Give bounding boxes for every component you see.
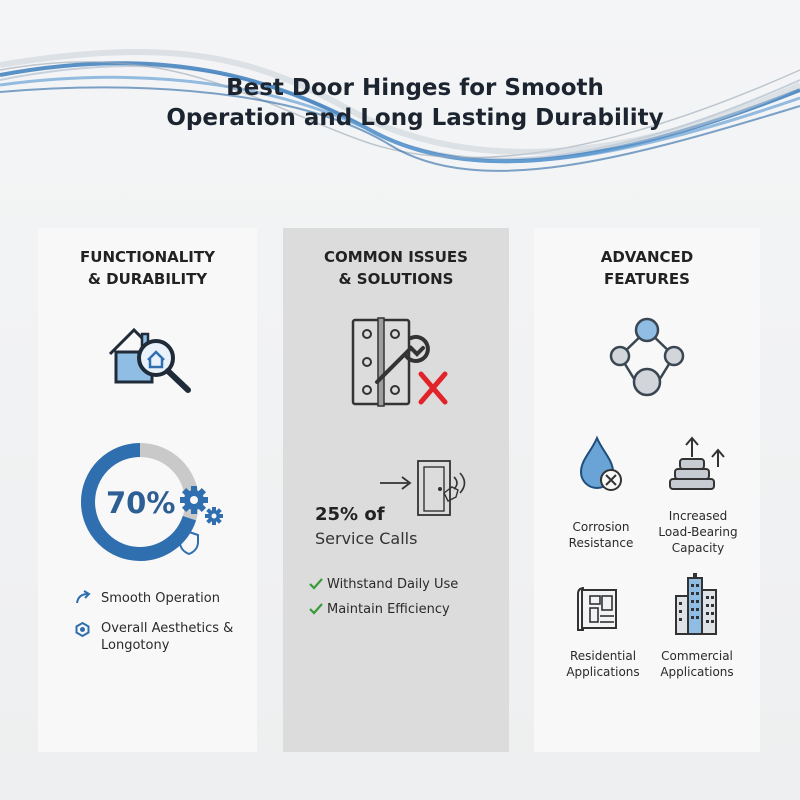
door-arrow-icon [380,460,466,516]
water-drop-icon [579,435,622,491]
hexagon-gear-icon [75,621,90,638]
residential-line-1: Residential [569,649,637,663]
corrosion-line-1: Corrosion [572,520,630,534]
commercial-line-2: Applications [660,665,734,679]
stat-label: Service Calls [315,529,418,548]
header-waves [0,49,800,172]
corrosion-line-2: Resistance [568,536,634,550]
feature-load-bearing-label: Increased Load-Bearing Capacity [650,508,746,556]
residential-line-2: Applications [566,665,640,679]
heading-line-1: FUNCTIONALITY [80,248,215,266]
stat-value: 25% of [315,504,385,525]
aesthetics-line-2: Longotony [101,638,170,653]
panel-functionality-durability: FUNCTIONALITY & DURABILITY 70% [38,228,257,752]
gear-icon [180,486,223,525]
heading-line-1: COMMON ISSUES [324,248,468,266]
panel-heading: COMMON ISSUES & SOLUTIONS [283,246,509,290]
list-item-aesthetics: Overall Aesthetics & Longotony [101,620,233,654]
heading-line-1: ADVANCED [600,248,694,266]
ring-value: 70% [106,486,176,520]
page-title: Best Door Hinges for Smooth Operation an… [150,73,680,133]
load-line-1: Increased [668,509,728,523]
title-line-2: Operation and Long Lasting Durability [166,105,664,131]
stacked-weights-icon [669,436,725,490]
feature-residential-label: Residential Applications [554,648,652,680]
curved-arrow-icon [76,590,91,604]
checkmark-icon [309,578,323,590]
title-line-1: Best Door Hinges for Smooth [226,75,604,101]
panel-common-issues: COMMON ISSUES & SOLUTIONS 25% of Service… [283,228,509,752]
commercial-line-1: Commercial [661,649,733,663]
house-search-icon [108,327,191,393]
panel-advanced-features: ADVANCED FEATURES Corrosion Resistance I… [534,228,760,752]
load-line-3: Capacity [671,541,725,555]
feature-corrosion-label: Corrosion Resistance [552,519,650,551]
panel-heading: FUNCTIONALITY & DURABILITY [38,246,257,290]
buildings-icon [675,573,717,635]
heading-line-2: & SOLUTIONS [338,270,454,288]
list-item-smooth-operation: Smooth Operation [101,591,220,606]
list-item-maintain: Maintain Efficiency [327,602,450,617]
network-nodes-icon [609,317,685,397]
load-line-2: Load-Bearing [658,525,738,539]
shield-icon [179,530,199,556]
hinge-wrench-icon [351,317,448,407]
aesthetics-line-1: Overall Aesthetics & [101,621,234,636]
heading-line-2: & DURABILITY [87,270,208,288]
checkmark-icon [309,603,323,615]
panel-heading: ADVANCED FEATURES [534,246,760,290]
heading-line-2: FEATURES [604,270,690,288]
blueprint-icon [577,587,617,631]
list-item-withstand: Withstand Daily Use [327,577,459,592]
feature-commercial-label: Commercial Applications [648,648,746,680]
